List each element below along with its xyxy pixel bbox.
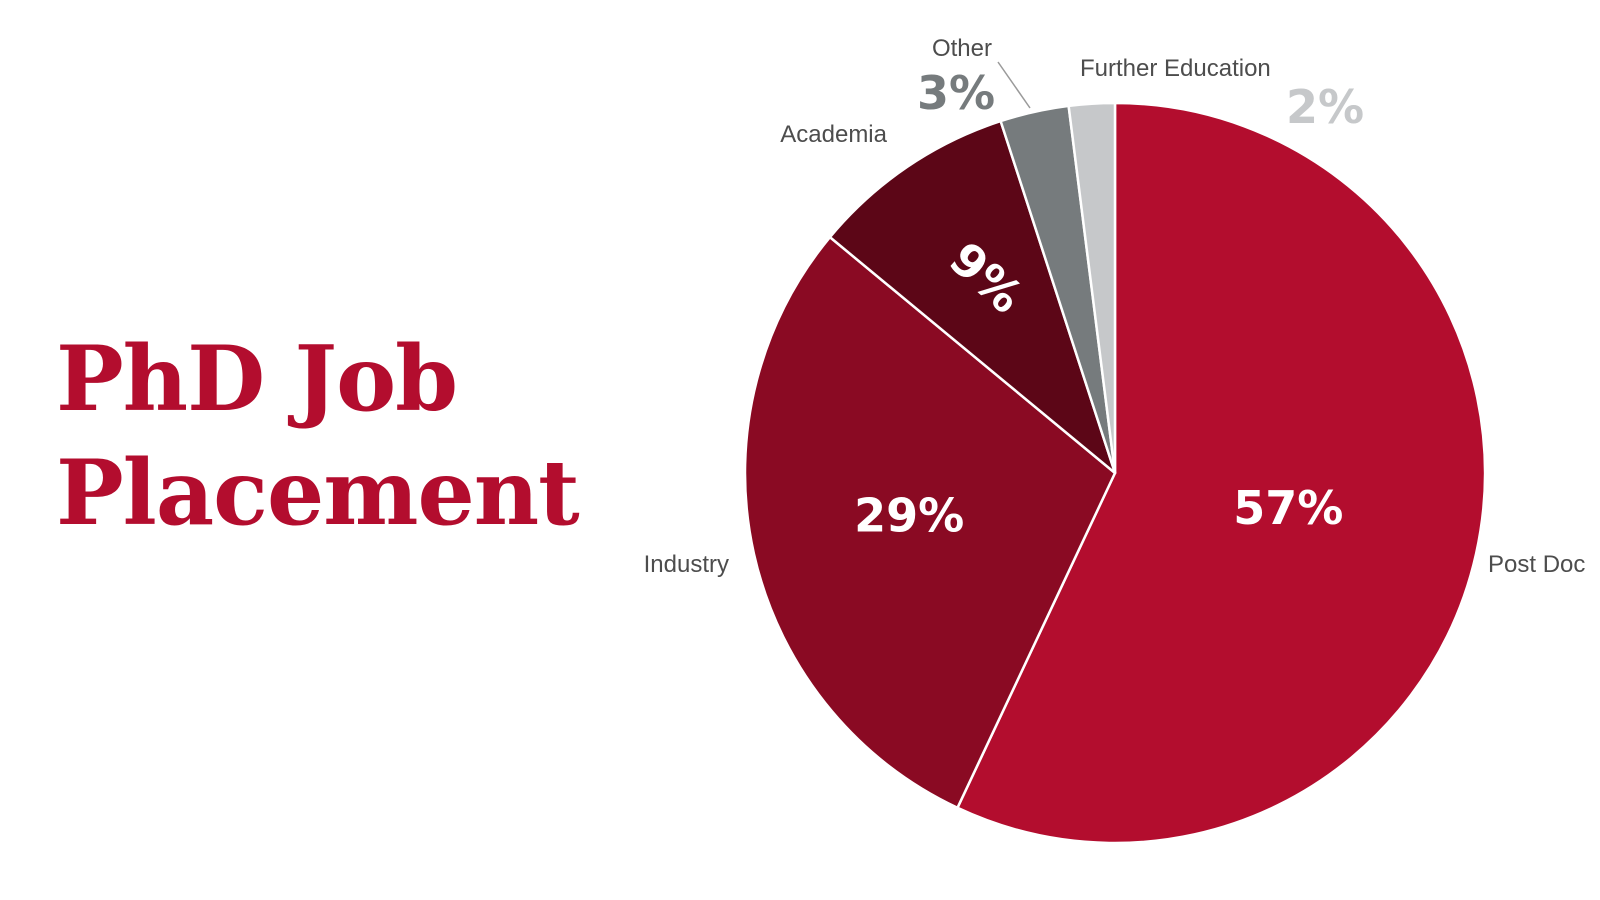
pie-slice-post-doc xyxy=(956,101,1487,845)
value-label-other: 3% xyxy=(917,66,995,120)
category-label-industry: Industry xyxy=(644,551,729,578)
chart-title-line-2: Placement xyxy=(56,440,580,546)
value-label-further-education: 2% xyxy=(1286,80,1364,134)
other-leader-line xyxy=(997,61,1031,109)
category-label-post-doc: Post Doc xyxy=(1488,551,1585,578)
pie-slice-further-education xyxy=(1067,101,1117,475)
pie-slices xyxy=(743,101,1487,845)
pie-slice-industry xyxy=(743,235,1117,810)
chart-title: PhD Job Placement xyxy=(56,322,580,550)
pie-slice-academia xyxy=(828,119,1117,475)
category-label-academia: Academia xyxy=(780,121,887,148)
category-label-other: Other xyxy=(932,35,992,62)
category-label-further-education: Further Education xyxy=(1080,55,1271,82)
value-label-industry: 29% xyxy=(854,489,964,543)
value-label-post-doc: 57% xyxy=(1233,481,1343,535)
chart-title-line-1: PhD Job xyxy=(56,326,458,432)
